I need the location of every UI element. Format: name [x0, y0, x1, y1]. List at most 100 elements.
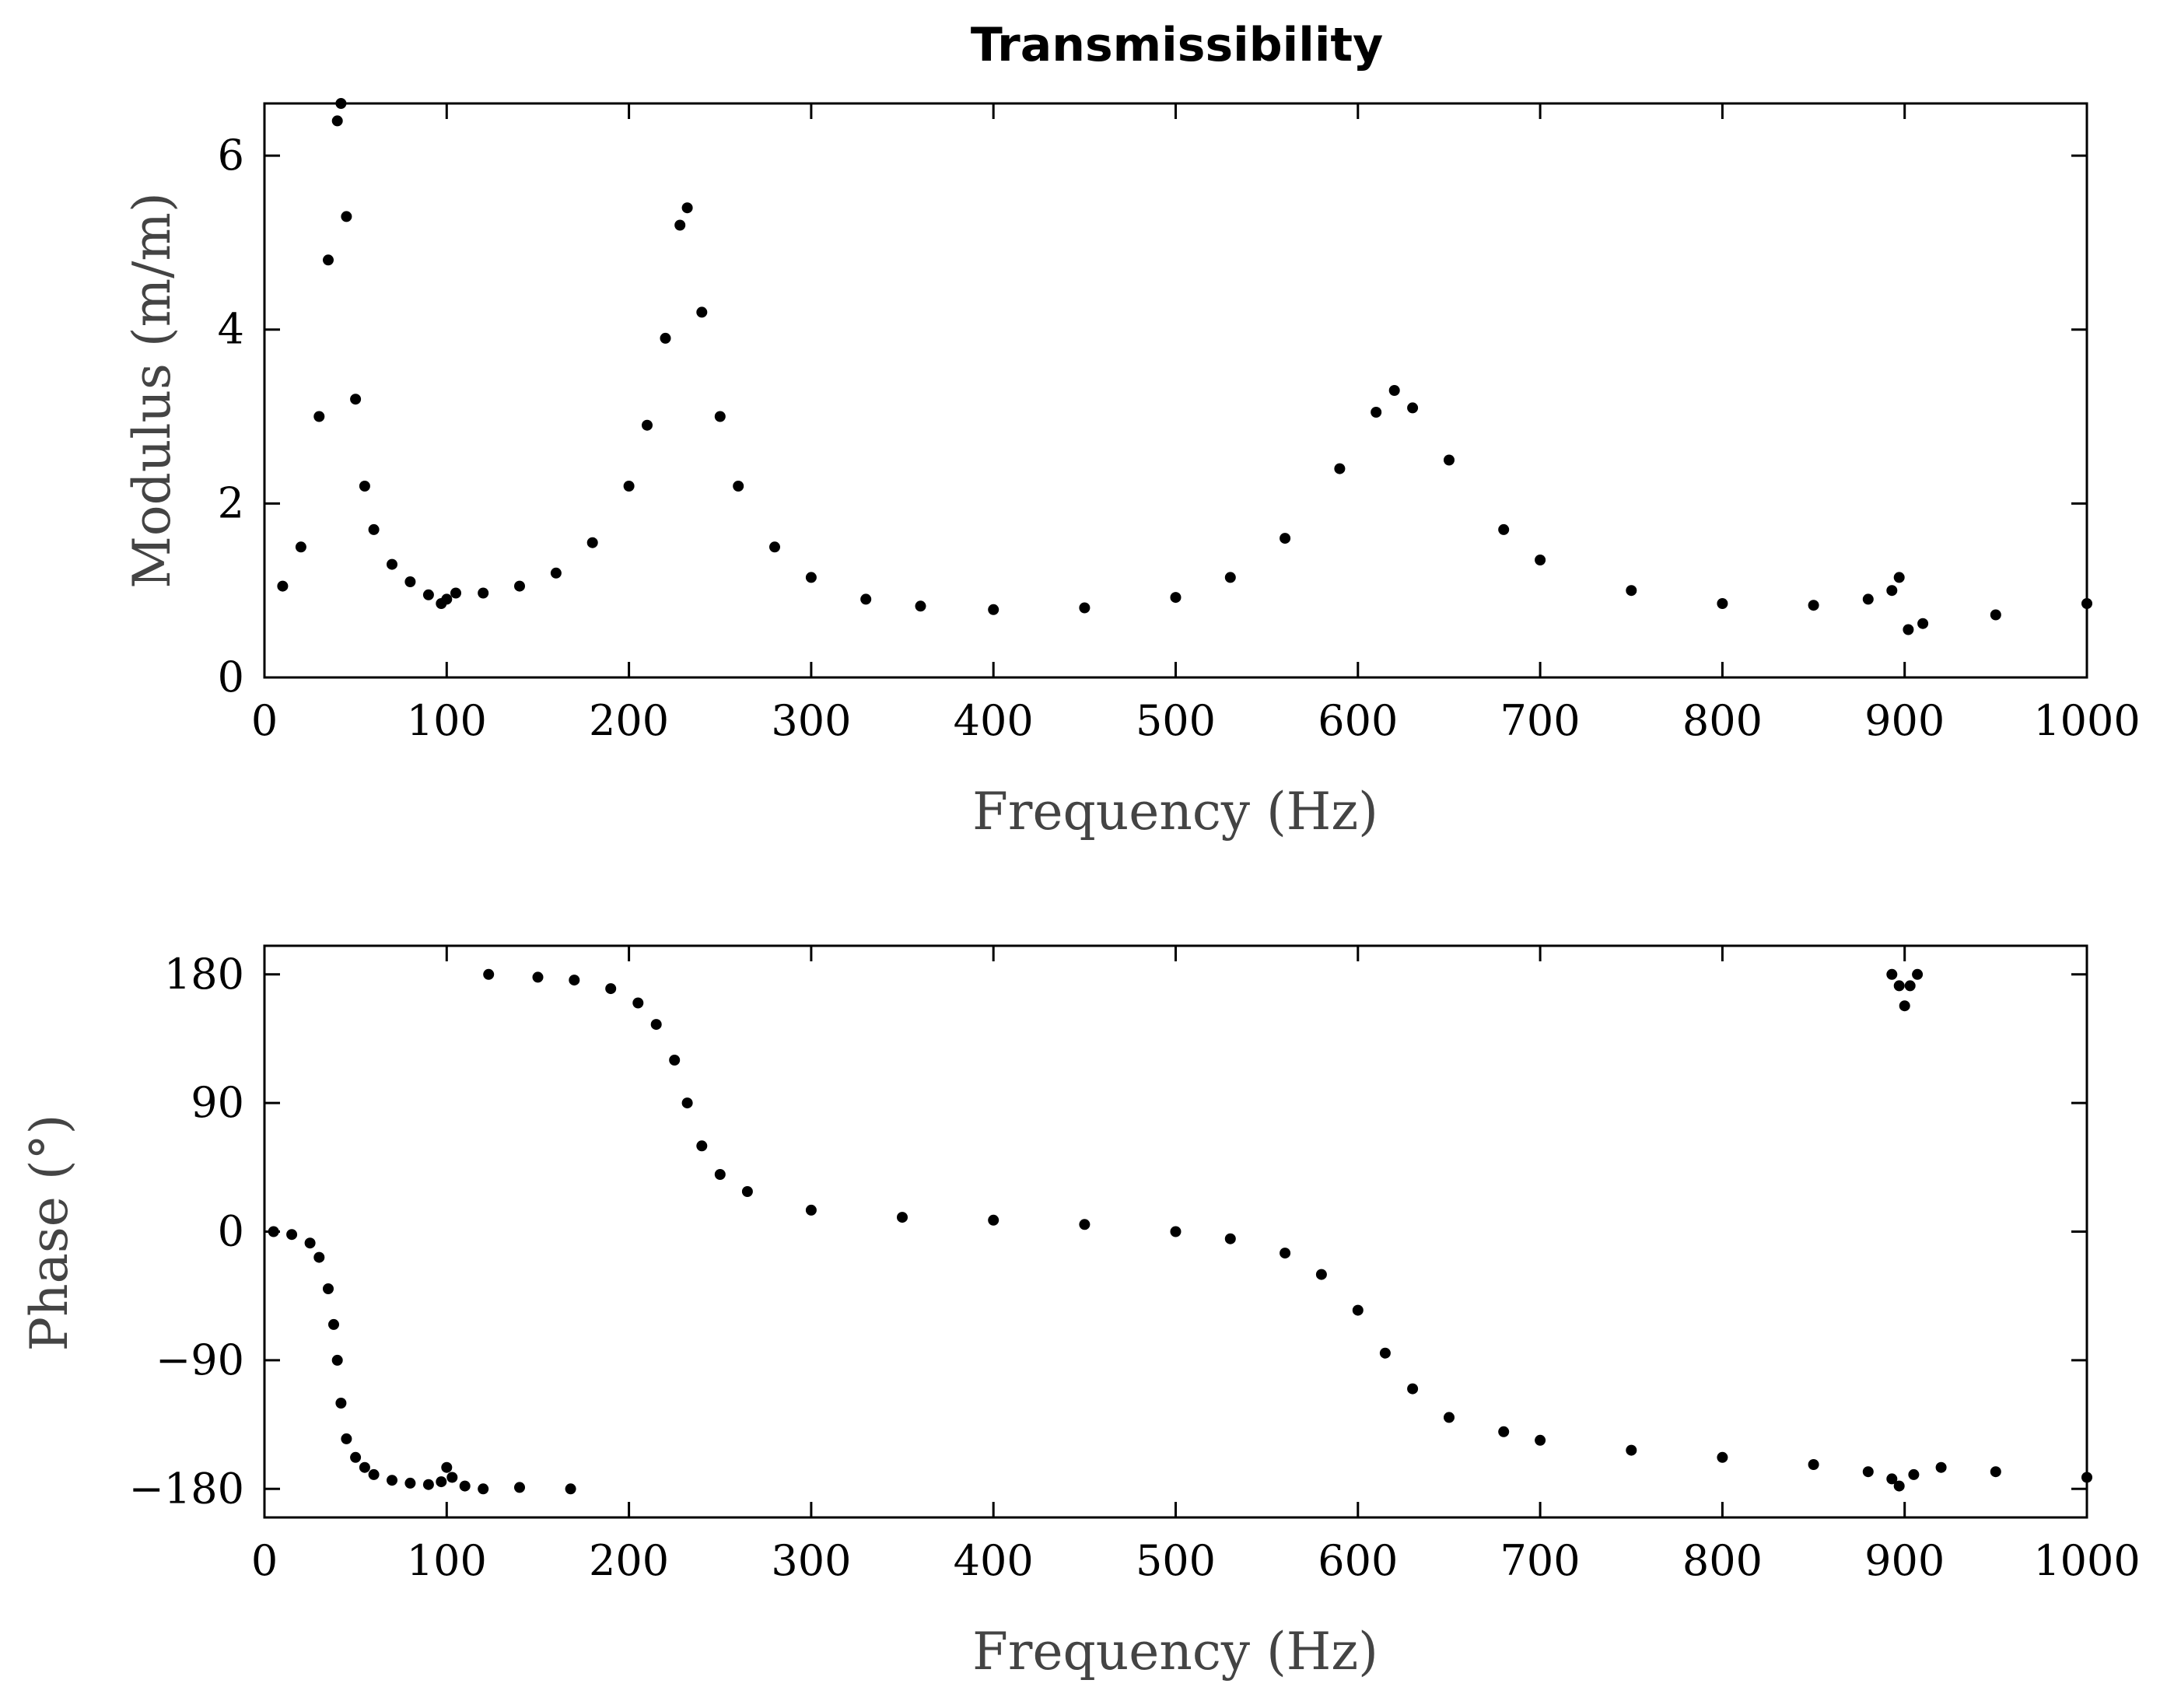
- phase-data-point: [350, 1451, 362, 1463]
- modulus-y-tick-label: 6: [218, 131, 244, 180]
- modulus-x-tick-label: 800: [1682, 696, 1763, 745]
- modulus-data-point: [478, 587, 489, 599]
- phase-data-point: [1224, 1233, 1236, 1244]
- phase-x-tick-label: 100: [407, 1536, 487, 1585]
- modulus-data-point: [277, 580, 289, 592]
- phase-data-point: [1912, 968, 1924, 980]
- modulus-data-point: [642, 419, 653, 431]
- phase-data-point: [1315, 1269, 1327, 1280]
- modulus-data-point: [733, 481, 744, 492]
- phase-data-point: [404, 1477, 416, 1489]
- phase-y-axis-label: Phase (°): [19, 1115, 79, 1352]
- phase-data-point: [304, 1237, 316, 1249]
- modulus-marks: [277, 98, 2092, 635]
- modulus-data-point: [860, 593, 872, 605]
- modulus-data-point: [1626, 585, 1637, 597]
- phase-data-point: [532, 971, 544, 983]
- phase-data-point: [1407, 1383, 1419, 1395]
- phase-data-point: [805, 1204, 817, 1216]
- modulus-data-point: [441, 593, 453, 605]
- phase-y-tick-label: 180: [164, 950, 244, 999]
- phase-y-tick-label: −90: [156, 1335, 244, 1384]
- modulus-x-tick-label: 500: [1136, 696, 1216, 745]
- phase-y-tick-label: 0: [218, 1207, 244, 1256]
- phase-data-point: [741, 1186, 753, 1197]
- phase-data-point: [335, 1398, 347, 1409]
- phase-marks: [268, 968, 2092, 1495]
- chart-title: Transmissibility: [971, 18, 1383, 72]
- modulus-data-point: [323, 254, 334, 266]
- phase-data-point: [387, 1475, 397, 1486]
- phase-ticks: 0 100 200 300 400 500 600 700 800 900 1000180900−9…: [129, 946, 2141, 1585]
- modulus-data-point: [660, 332, 671, 344]
- phase-data-point: [313, 1251, 325, 1263]
- phase-data-point: [1498, 1426, 1510, 1437]
- phase-data-point: [286, 1229, 298, 1241]
- modulus-data-point: [359, 481, 370, 492]
- modulus-data-point: [714, 411, 726, 422]
- phase-data-point: [1444, 1412, 1455, 1423]
- phase-x-tick-label: 700: [1500, 1536, 1581, 1585]
- modulus-x-tick-label: 1000: [2033, 696, 2140, 745]
- modulus-data-point: [681, 202, 693, 214]
- phase-data-point: [422, 1479, 434, 1490]
- modulus-data-point: [1444, 454, 1455, 466]
- phase-data-point: [1904, 980, 1916, 992]
- modulus-data-point: [586, 537, 598, 548]
- modulus-data-point: [350, 394, 362, 405]
- phase-x-tick-label: 600: [1318, 1536, 1398, 1585]
- modulus-y-tick-label: 0: [218, 653, 244, 702]
- phase-data-point: [605, 983, 617, 995]
- phase-data-point: [478, 1483, 489, 1495]
- phase-data-point: [359, 1461, 370, 1473]
- phase-data-point: [328, 1318, 339, 1330]
- phase-data-point: [681, 1097, 693, 1109]
- modulus-data-point: [1224, 572, 1236, 583]
- modulus-x-tick-label: 600: [1318, 696, 1398, 745]
- modulus-data-point: [674, 219, 686, 231]
- modulus-data-point: [514, 580, 525, 592]
- modulus-data-point: [805, 572, 817, 583]
- modulus-data-point: [1170, 592, 1182, 604]
- phase-data-point: [446, 1472, 458, 1483]
- modulus-plot: 0 100 200 300 400 500 600 700 800 900 1000 0 2 4 6 Fre…: [122, 98, 2141, 842]
- phase-data-point: [514, 1482, 525, 1493]
- modulus-data-point: [295, 541, 306, 553]
- phase-data-point: [323, 1283, 334, 1294]
- modulus-data-point: [1717, 598, 1728, 609]
- modulus-data-point: [915, 600, 926, 612]
- phase-data-point: [459, 1480, 471, 1492]
- phase-data-point: [669, 1055, 681, 1066]
- modulus-data-point: [404, 576, 416, 587]
- modulus-x-tick-label: 300: [771, 696, 851, 745]
- phase-data-point: [1886, 968, 1898, 980]
- phase-x-tick-label: 500: [1136, 1536, 1216, 1585]
- modulus-y-tick-label: 4: [218, 305, 244, 354]
- modulus-y-tick-label: 2: [218, 478, 244, 527]
- modulus-data-point: [1079, 602, 1091, 614]
- modulus-data-point: [1535, 555, 1546, 565]
- phase-data-point: [1935, 1461, 1947, 1473]
- phase-data-point: [1170, 1226, 1182, 1237]
- phase-data-point: [341, 1433, 352, 1444]
- modulus-ticks: 0 100 200 300 400 500 600 700 800 900 1000 0 2 4 6: [218, 103, 2141, 745]
- modulus-x-tick-label: 700: [1500, 696, 1581, 745]
- modulus-x-tick-label: 100: [407, 696, 487, 745]
- phase-data-point: [1862, 1466, 1874, 1478]
- modulus-data-point: [387, 558, 397, 570]
- modulus-data-point: [1498, 523, 1510, 535]
- phase-data-point: [1908, 1468, 1920, 1480]
- modulus-x-tick-label: 900: [1864, 696, 1945, 745]
- phase-data-point: [1808, 1459, 1819, 1470]
- modulus-data-point: [1808, 600, 1819, 611]
- phase-x-tick-label: 800: [1682, 1536, 1763, 1585]
- modulus-data-point: [341, 211, 352, 222]
- modulus-x-tick-label: 200: [589, 696, 669, 745]
- modulus-data-point: [1917, 618, 1929, 629]
- phase-data-point: [441, 1461, 453, 1473]
- phase-data-point: [368, 1468, 380, 1480]
- phase-x-axis-label: Frequency (Hz): [972, 1622, 1378, 1682]
- modulus-data-point: [1334, 463, 1346, 474]
- modulus-data-point: [988, 604, 999, 615]
